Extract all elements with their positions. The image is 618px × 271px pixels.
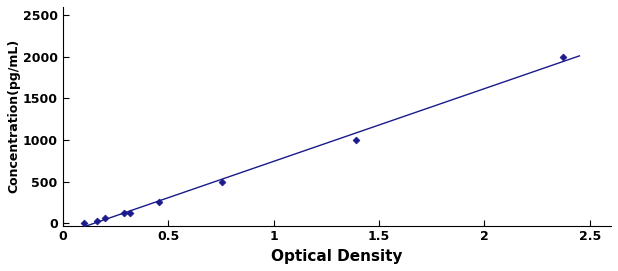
Y-axis label: Concentration(pg/mL): Concentration(pg/mL) (7, 39, 20, 193)
X-axis label: Optical Density: Optical Density (271, 249, 402, 264)
